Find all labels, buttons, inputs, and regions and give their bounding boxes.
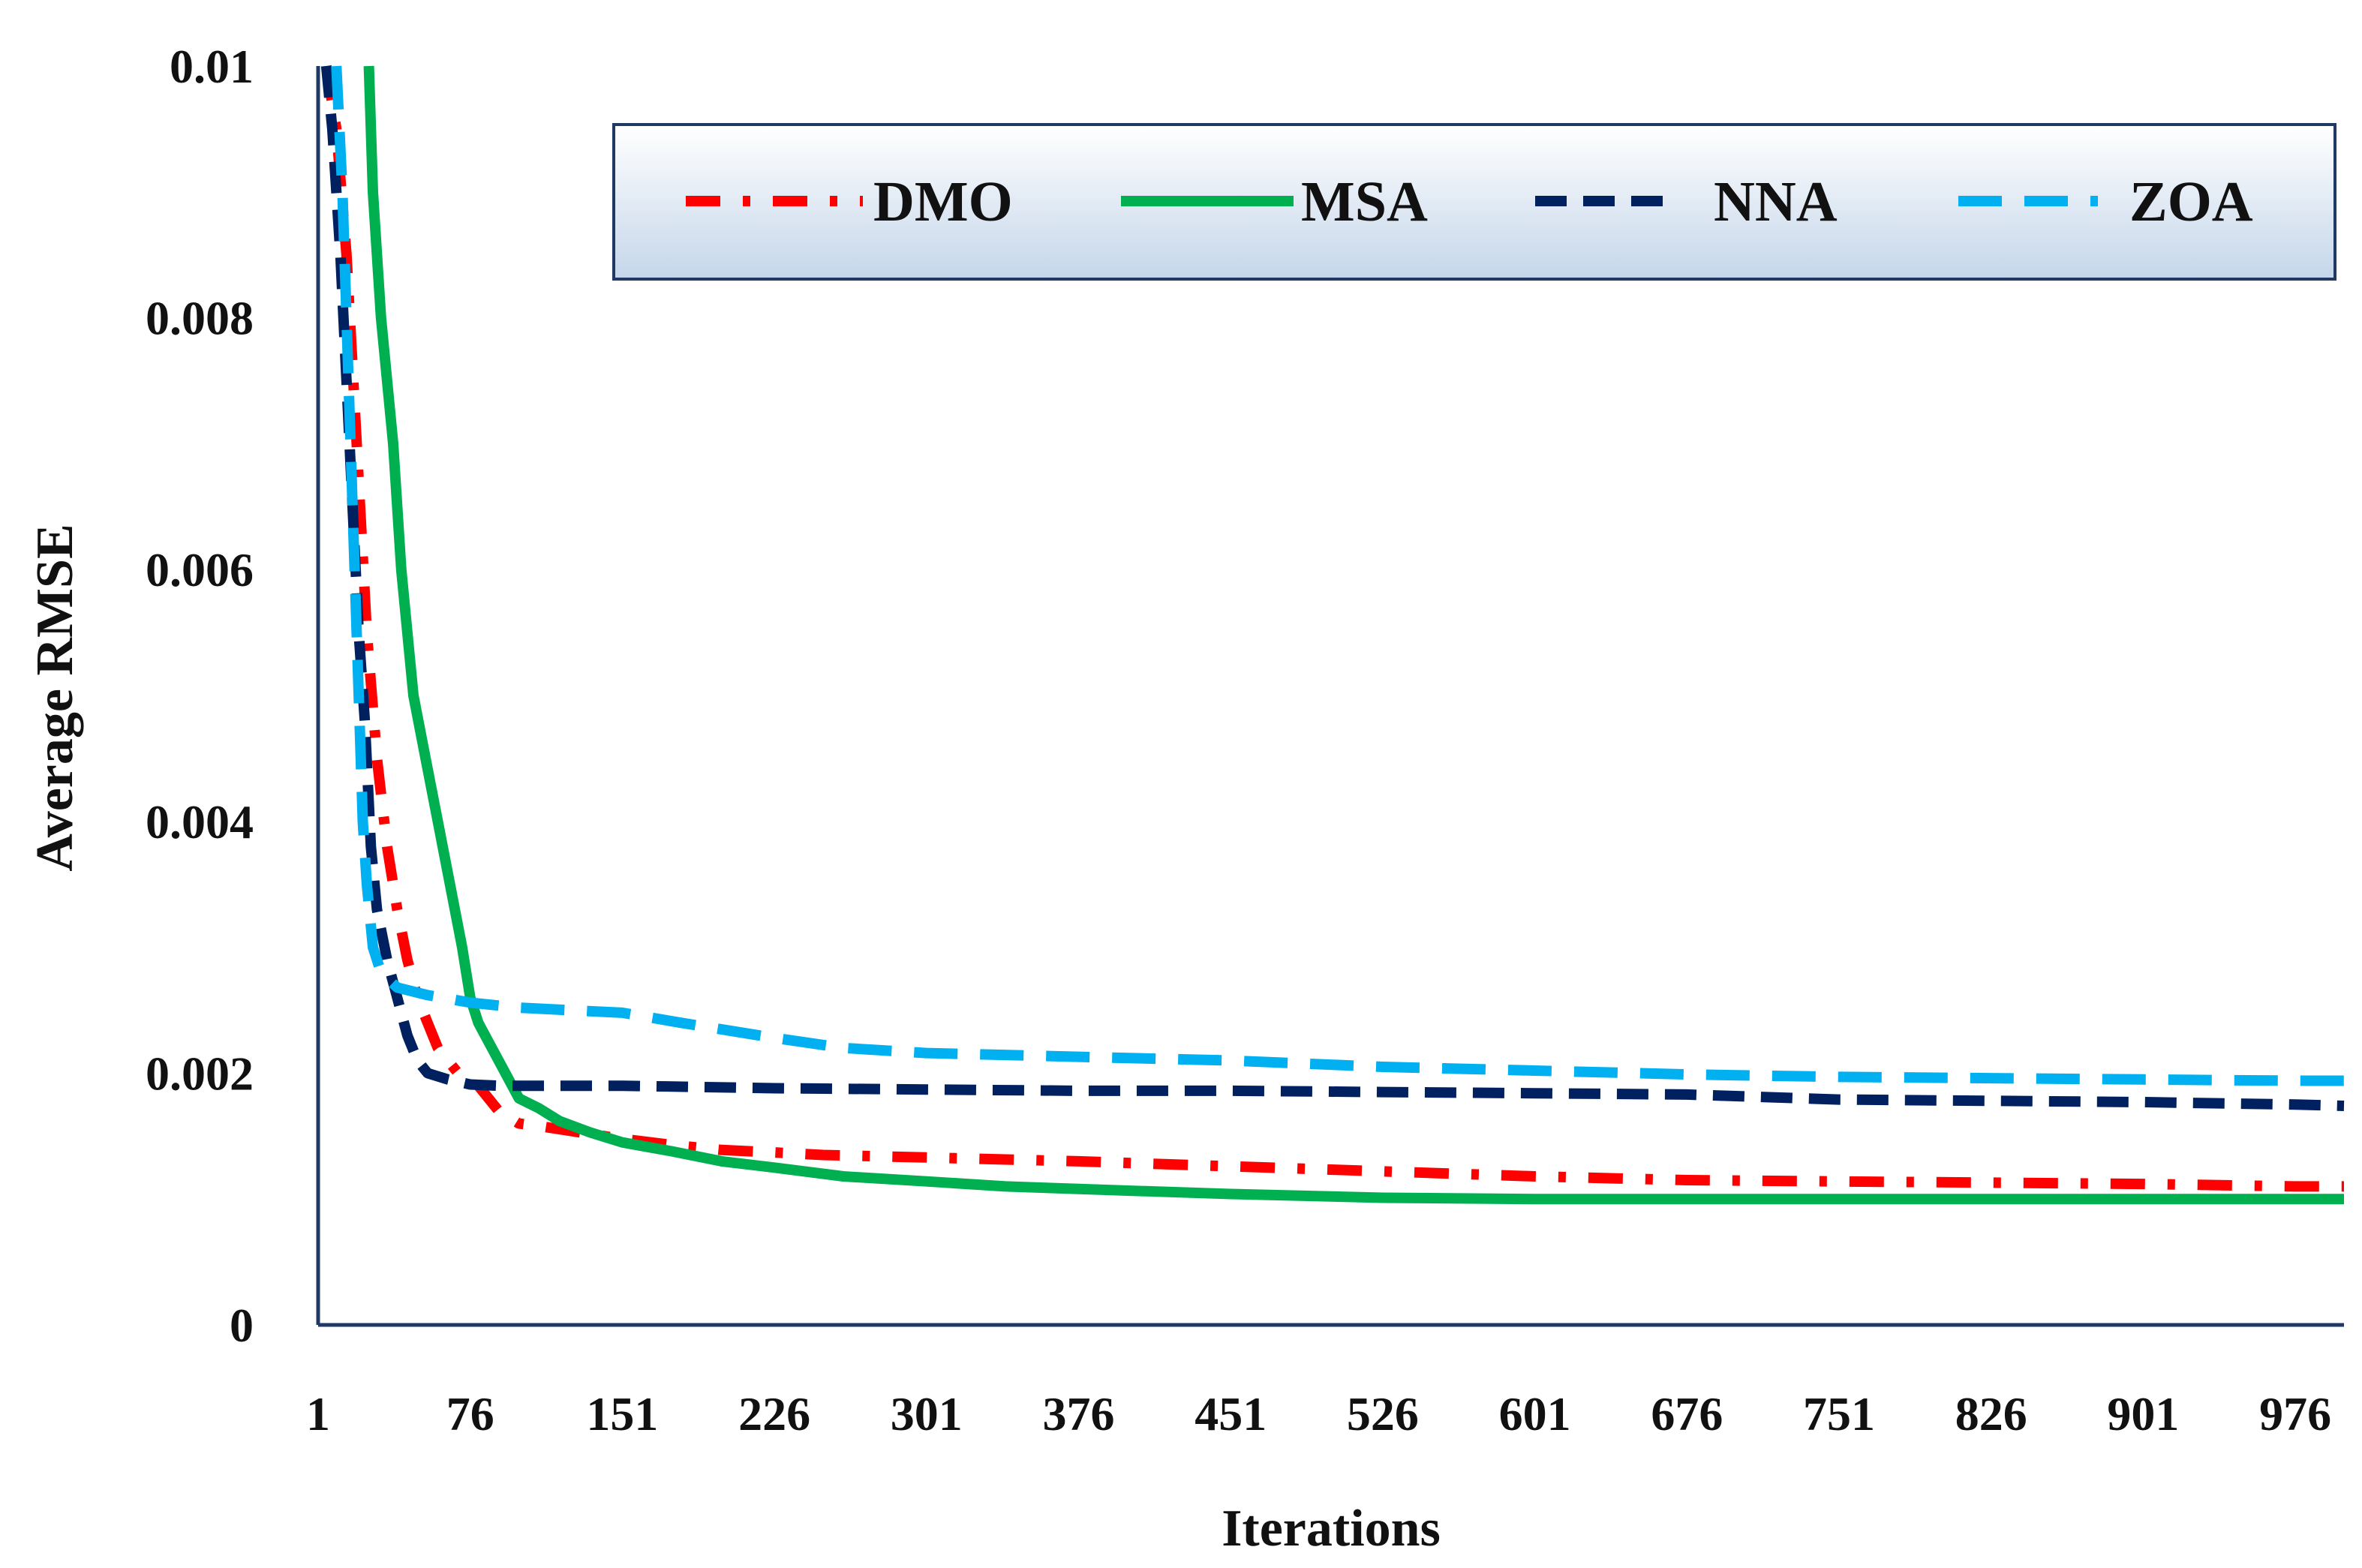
x-tick-label: 976 xyxy=(2259,1387,2331,1440)
x-tick-label: 301 xyxy=(891,1387,963,1440)
series-layer xyxy=(320,65,2345,1205)
y-tick-label: 0.01 xyxy=(170,40,254,93)
x-tick-label: 151 xyxy=(586,1387,658,1440)
y-axis-title: Average RMSE xyxy=(26,524,84,871)
y-tick-labels: 0 0.002 0.004 0.006 0.008 0.01 xyxy=(146,40,254,1352)
legend-label-msa: MSA xyxy=(1301,170,1428,233)
legend-label-dmo: DMO xyxy=(873,170,1013,233)
x-tick-label: 226 xyxy=(738,1387,810,1440)
y-tick-label: 0.008 xyxy=(146,292,254,345)
x-tick-label: 76 xyxy=(446,1387,494,1440)
legend-box xyxy=(612,123,2336,281)
y-tick-label: 0.004 xyxy=(146,795,254,849)
series-line-zoa xyxy=(331,65,2344,1086)
x-tick-label: 901 xyxy=(2107,1387,2179,1440)
x-tick-labels: 1 76 151 226 301 376 451 526 601 676 751 826 901 976 xyxy=(306,1387,2331,1440)
x-tick-label: 751 xyxy=(1803,1387,1875,1440)
y-tick-label: 0 xyxy=(230,1299,254,1352)
x-tick-label: 1 xyxy=(306,1387,330,1440)
series-line-msa xyxy=(363,65,2344,1205)
x-tick-label: 826 xyxy=(1955,1387,2027,1440)
y-tick-label: 0.002 xyxy=(146,1047,254,1100)
x-tick-label: 376 xyxy=(1043,1387,1115,1440)
series-line-dmo xyxy=(320,65,2344,1192)
x-axis-title: Iterations xyxy=(1222,1500,1441,1557)
x-tick-label: 676 xyxy=(1651,1387,1723,1440)
x-tick-label: 601 xyxy=(1499,1387,1571,1440)
legend: DMO MSA NNA ZOA xyxy=(612,123,2336,281)
x-tick-label: 526 xyxy=(1347,1387,1419,1440)
x-tick-label: 451 xyxy=(1195,1387,1267,1440)
legend-label-nna: NNA xyxy=(1714,170,1838,233)
y-tick-label: 0.006 xyxy=(146,543,254,596)
legend-label-zoa: ZOA xyxy=(2129,170,2253,233)
